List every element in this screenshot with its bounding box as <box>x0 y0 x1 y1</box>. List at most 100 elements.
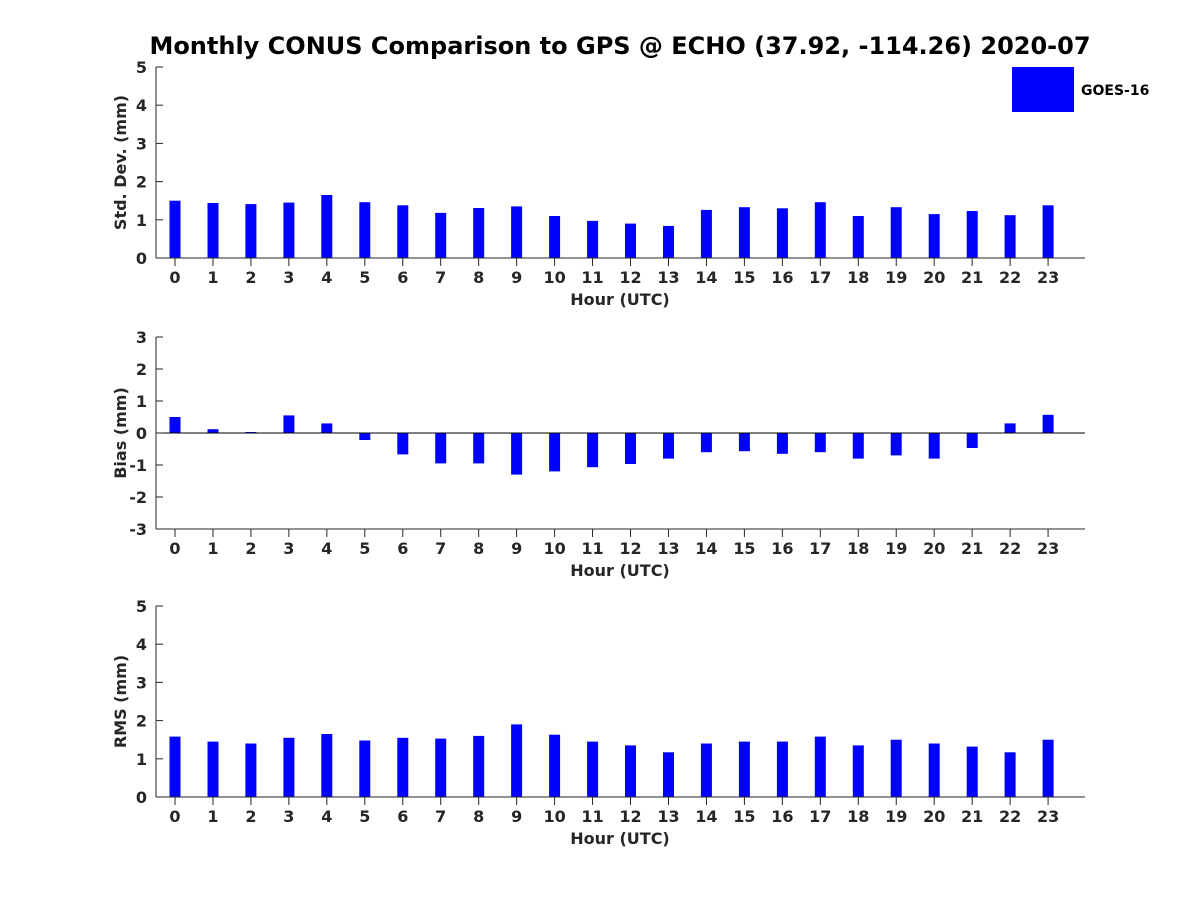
bias-bar-hour-9 <box>511 433 523 475</box>
rms-x-tick-label: 6 <box>397 807 408 826</box>
rms-x-tick-label: 17 <box>809 807 831 826</box>
std-dev-y-tick-label: 1 <box>136 211 147 230</box>
bias-bar-hour-10 <box>549 433 561 472</box>
rms-x-tick-label: 4 <box>321 807 332 826</box>
std-dev-y-tick-label: 4 <box>136 96 147 115</box>
bias-y-axis-label: Bias (mm) <box>111 387 130 479</box>
bias-bar-hour-11 <box>587 433 599 468</box>
bias-x-tick-label: 18 <box>847 539 869 558</box>
bias-bar-hour-6 <box>397 433 409 455</box>
rms-y-tick-label: 0 <box>136 788 147 807</box>
bias-x-tick-label: 20 <box>923 539 945 558</box>
rms-x-tick-label: 11 <box>581 807 603 826</box>
bias-y-tick-label: 3 <box>136 328 147 347</box>
std-dev-bar-hour-11 <box>587 220 599 258</box>
rms-x-tick-label: 5 <box>359 807 370 826</box>
std-dev-bar-hour-10 <box>549 216 561 258</box>
std-dev-x-tick-label: 12 <box>619 268 641 287</box>
rms-x-tick-label: 10 <box>543 807 565 826</box>
rms-bar-hour-22 <box>1004 752 1016 797</box>
bias-x-tick-label: 4 <box>321 539 332 558</box>
std-dev-bar-hour-1 <box>207 203 219 258</box>
rms-x-tick-label: 21 <box>961 807 983 826</box>
rms-bar-hour-11 <box>587 741 599 797</box>
bias-x-tick-label: 7 <box>435 539 446 558</box>
rms-bar-hour-7 <box>435 738 447 797</box>
rms-bar-hour-18 <box>852 745 864 797</box>
rms-y-tick-label: 3 <box>136 673 147 692</box>
std-dev-x-tick-label: 11 <box>581 268 603 287</box>
rms-x-tick-label: 19 <box>885 807 907 826</box>
bias-x-tick-label: 15 <box>733 539 755 558</box>
rms-x-axis-label: Hour (UTC) <box>570 829 670 848</box>
bias-x-tick-label: 3 <box>283 539 294 558</box>
rms-bar-hour-4 <box>321 734 333 797</box>
bias-bar-hour-5 <box>359 433 371 440</box>
std-dev-x-tick-label: 15 <box>733 268 755 287</box>
std-dev-x-tick-label: 18 <box>847 268 869 287</box>
bias-bar-hour-0 <box>169 417 181 433</box>
std-dev-y-tick-label: 0 <box>136 249 147 268</box>
bias-y-tick-label: -3 <box>129 520 147 539</box>
rms-y-tick-label: 2 <box>136 712 147 731</box>
bias-x-tick-label: 11 <box>581 539 603 558</box>
bias-x-tick-label: 13 <box>657 539 679 558</box>
bias-x-tick-label: 1 <box>207 539 218 558</box>
std-dev-x-tick-label: 0 <box>169 268 180 287</box>
chart-title: Monthly CONUS Comparison to GPS @ ECHO (… <box>149 32 1090 60</box>
std-dev-bar-hour-4 <box>321 195 333 258</box>
rms-bar-hour-8 <box>473 735 485 797</box>
std-dev-bar-hour-8 <box>473 208 485 258</box>
bias-y-tick-label: 0 <box>136 424 147 443</box>
bias-x-tick-label: 9 <box>511 539 522 558</box>
legend-swatch-goes-16 <box>1012 67 1074 112</box>
std-dev-bar-hour-23 <box>1042 205 1054 258</box>
rms-x-tick-label: 13 <box>657 807 679 826</box>
rms-x-tick-label: 23 <box>1037 807 1059 826</box>
rms-bar-hour-6 <box>397 737 409 797</box>
std-dev-y-axis-label: Std. Dev. (mm) <box>111 95 130 230</box>
std-dev-bar-hour-12 <box>625 223 636 258</box>
bias-x-tick-label: 19 <box>885 539 907 558</box>
bias-y-tick-label: -2 <box>129 488 147 507</box>
std-dev-x-tick-label: 13 <box>657 268 679 287</box>
std-dev-x-tick-label: 9 <box>511 268 522 287</box>
rms-x-tick-label: 12 <box>619 807 641 826</box>
bias-x-tick-label: 14 <box>695 539 717 558</box>
std-dev-x-tick-label: 17 <box>809 268 831 287</box>
std-dev-bar-hour-9 <box>511 206 523 258</box>
rms-x-tick-label: 8 <box>473 807 484 826</box>
std-dev-bar-hour-18 <box>852 216 864 258</box>
rms-bar-hour-15 <box>738 741 750 797</box>
rms-x-tick-label: 18 <box>847 807 869 826</box>
rms-x-tick-label: 1 <box>207 807 218 826</box>
std-dev-x-tick-label: 7 <box>435 268 446 287</box>
rms-y-tick-label: 4 <box>136 635 147 654</box>
bias-bar-hour-12 <box>625 433 636 464</box>
std-dev-x-tick-label: 22 <box>999 268 1021 287</box>
rms-bar-hour-2 <box>245 743 257 797</box>
rms-bar-hour-10 <box>549 734 561 797</box>
rms-bar-hour-21 <box>966 746 978 797</box>
rms-bar-hour-9 <box>511 724 523 797</box>
std-dev-x-tick-label: 6 <box>397 268 408 287</box>
bias-bar-hour-21 <box>966 433 978 448</box>
rms-y-tick-label: 5 <box>136 597 147 616</box>
rms-bar-hour-16 <box>776 741 788 797</box>
rms-y-axis-label: RMS (mm) <box>111 655 130 748</box>
chart-legend: GOES-16 <box>1012 67 1149 112</box>
rms-bar-hour-17 <box>814 736 826 797</box>
bias-bar-hour-1 <box>207 429 219 433</box>
std-dev-x-tick-label: 21 <box>961 268 983 287</box>
std-dev-bar-hour-16 <box>776 208 788 258</box>
bias-bar-hour-22 <box>1004 423 1016 433</box>
bias-bar-hour-14 <box>700 433 712 453</box>
bias-x-tick-label: 21 <box>961 539 983 558</box>
std-dev-x-tick-label: 19 <box>885 268 907 287</box>
rms-bar-hour-5 <box>359 740 371 797</box>
bias-y-tick-label: 1 <box>136 392 147 411</box>
std-dev-bar-hour-3 <box>283 202 295 258</box>
